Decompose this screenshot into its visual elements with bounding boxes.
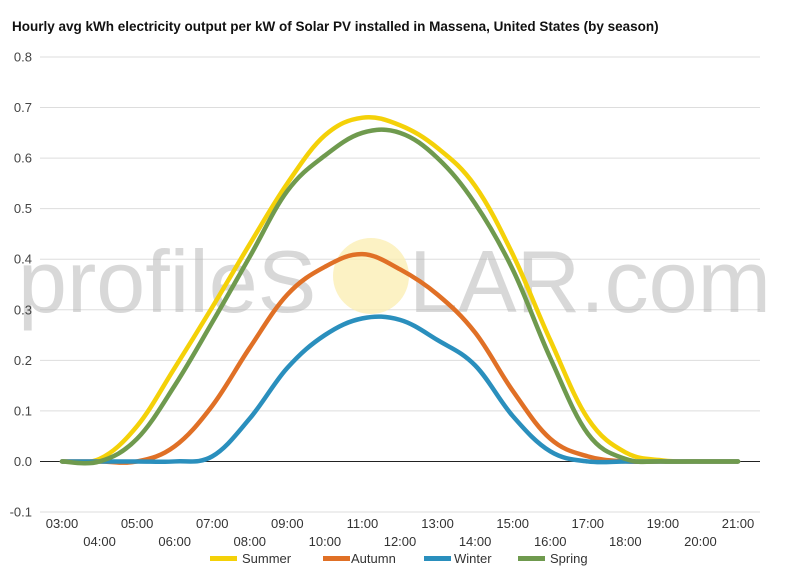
x-tick-label: 20:00 <box>684 534 717 549</box>
x-tick-label: 18:00 <box>609 534 642 549</box>
x-tick-label: 15:00 <box>496 516 529 531</box>
x-tick-label: 19:00 <box>647 516 680 531</box>
chart-title: Hourly avg kWh electricity output per kW… <box>12 19 659 34</box>
legend-label-summer: Summer <box>242 551 292 566</box>
x-axis-ticks: 03:00 04:00 05:00 06:00 07:00 08:00 09:00 10:00… <box>46 516 755 549</box>
y-tick-label: 0.1 <box>14 403 32 418</box>
legend-label-winter: Winter <box>454 551 492 566</box>
watermark-text-left: profileS <box>18 232 316 331</box>
x-tick-label: 05:00 <box>121 516 154 531</box>
y-tick-label: 0.2 <box>14 353 32 368</box>
x-tick-label: 13:00 <box>421 516 454 531</box>
x-tick-label: 09:00 <box>271 516 304 531</box>
series-line-summer <box>59 114 741 465</box>
series-line-spring <box>59 127 741 466</box>
y-tick-label: 0.3 <box>14 302 32 317</box>
legend: Summer Autumn Winter Spring <box>210 551 588 566</box>
watermark-sun-icon <box>333 238 409 314</box>
x-tick-label: 16:00 <box>534 534 567 549</box>
x-tick-label: 14:00 <box>459 534 492 549</box>
x-tick-label: 17:00 <box>572 516 605 531</box>
y-tick-label: 0.7 <box>14 100 32 115</box>
y-tick-label: 0.0 <box>14 454 32 469</box>
watermark-text-right: LAR.com <box>409 232 771 331</box>
legend-swatch-summer <box>210 556 237 561</box>
series-lines <box>59 114 741 466</box>
x-tick-label: 21:00 <box>722 516 755 531</box>
y-axis-ticks: 0.8 0.7 0.6 0.5 0.4 0.3 0.2 0.1 0.0 -0.1 <box>10 50 32 520</box>
x-tick-label: 06:00 <box>158 534 191 549</box>
y-tick-label: 0.6 <box>14 151 32 166</box>
x-tick-label: 04:00 <box>83 534 116 549</box>
y-tick-label: 0.5 <box>14 201 32 216</box>
legend-swatch-autumn <box>323 556 350 561</box>
y-tick-label: 0.4 <box>14 252 32 267</box>
x-tick-label: 11:00 <box>347 516 379 531</box>
legend-label-spring: Spring <box>550 551 588 566</box>
series-line-winter <box>59 314 741 465</box>
x-tick-label: 08:00 <box>234 534 267 549</box>
y-tick-label: 0.8 <box>14 50 32 65</box>
x-tick-label: 12:00 <box>384 534 417 549</box>
legend-swatch-spring <box>518 556 545 561</box>
x-tick-label: 03:00 <box>46 516 79 531</box>
x-tick-label: 10:00 <box>309 534 342 549</box>
x-tick-label: 07:00 <box>196 516 229 531</box>
watermark: profileS LAR.com <box>18 232 771 331</box>
y-tick-label: -0.1 <box>10 505 32 520</box>
legend-swatch-winter <box>424 556 451 561</box>
legend-label-autumn: Autumn <box>351 551 396 566</box>
